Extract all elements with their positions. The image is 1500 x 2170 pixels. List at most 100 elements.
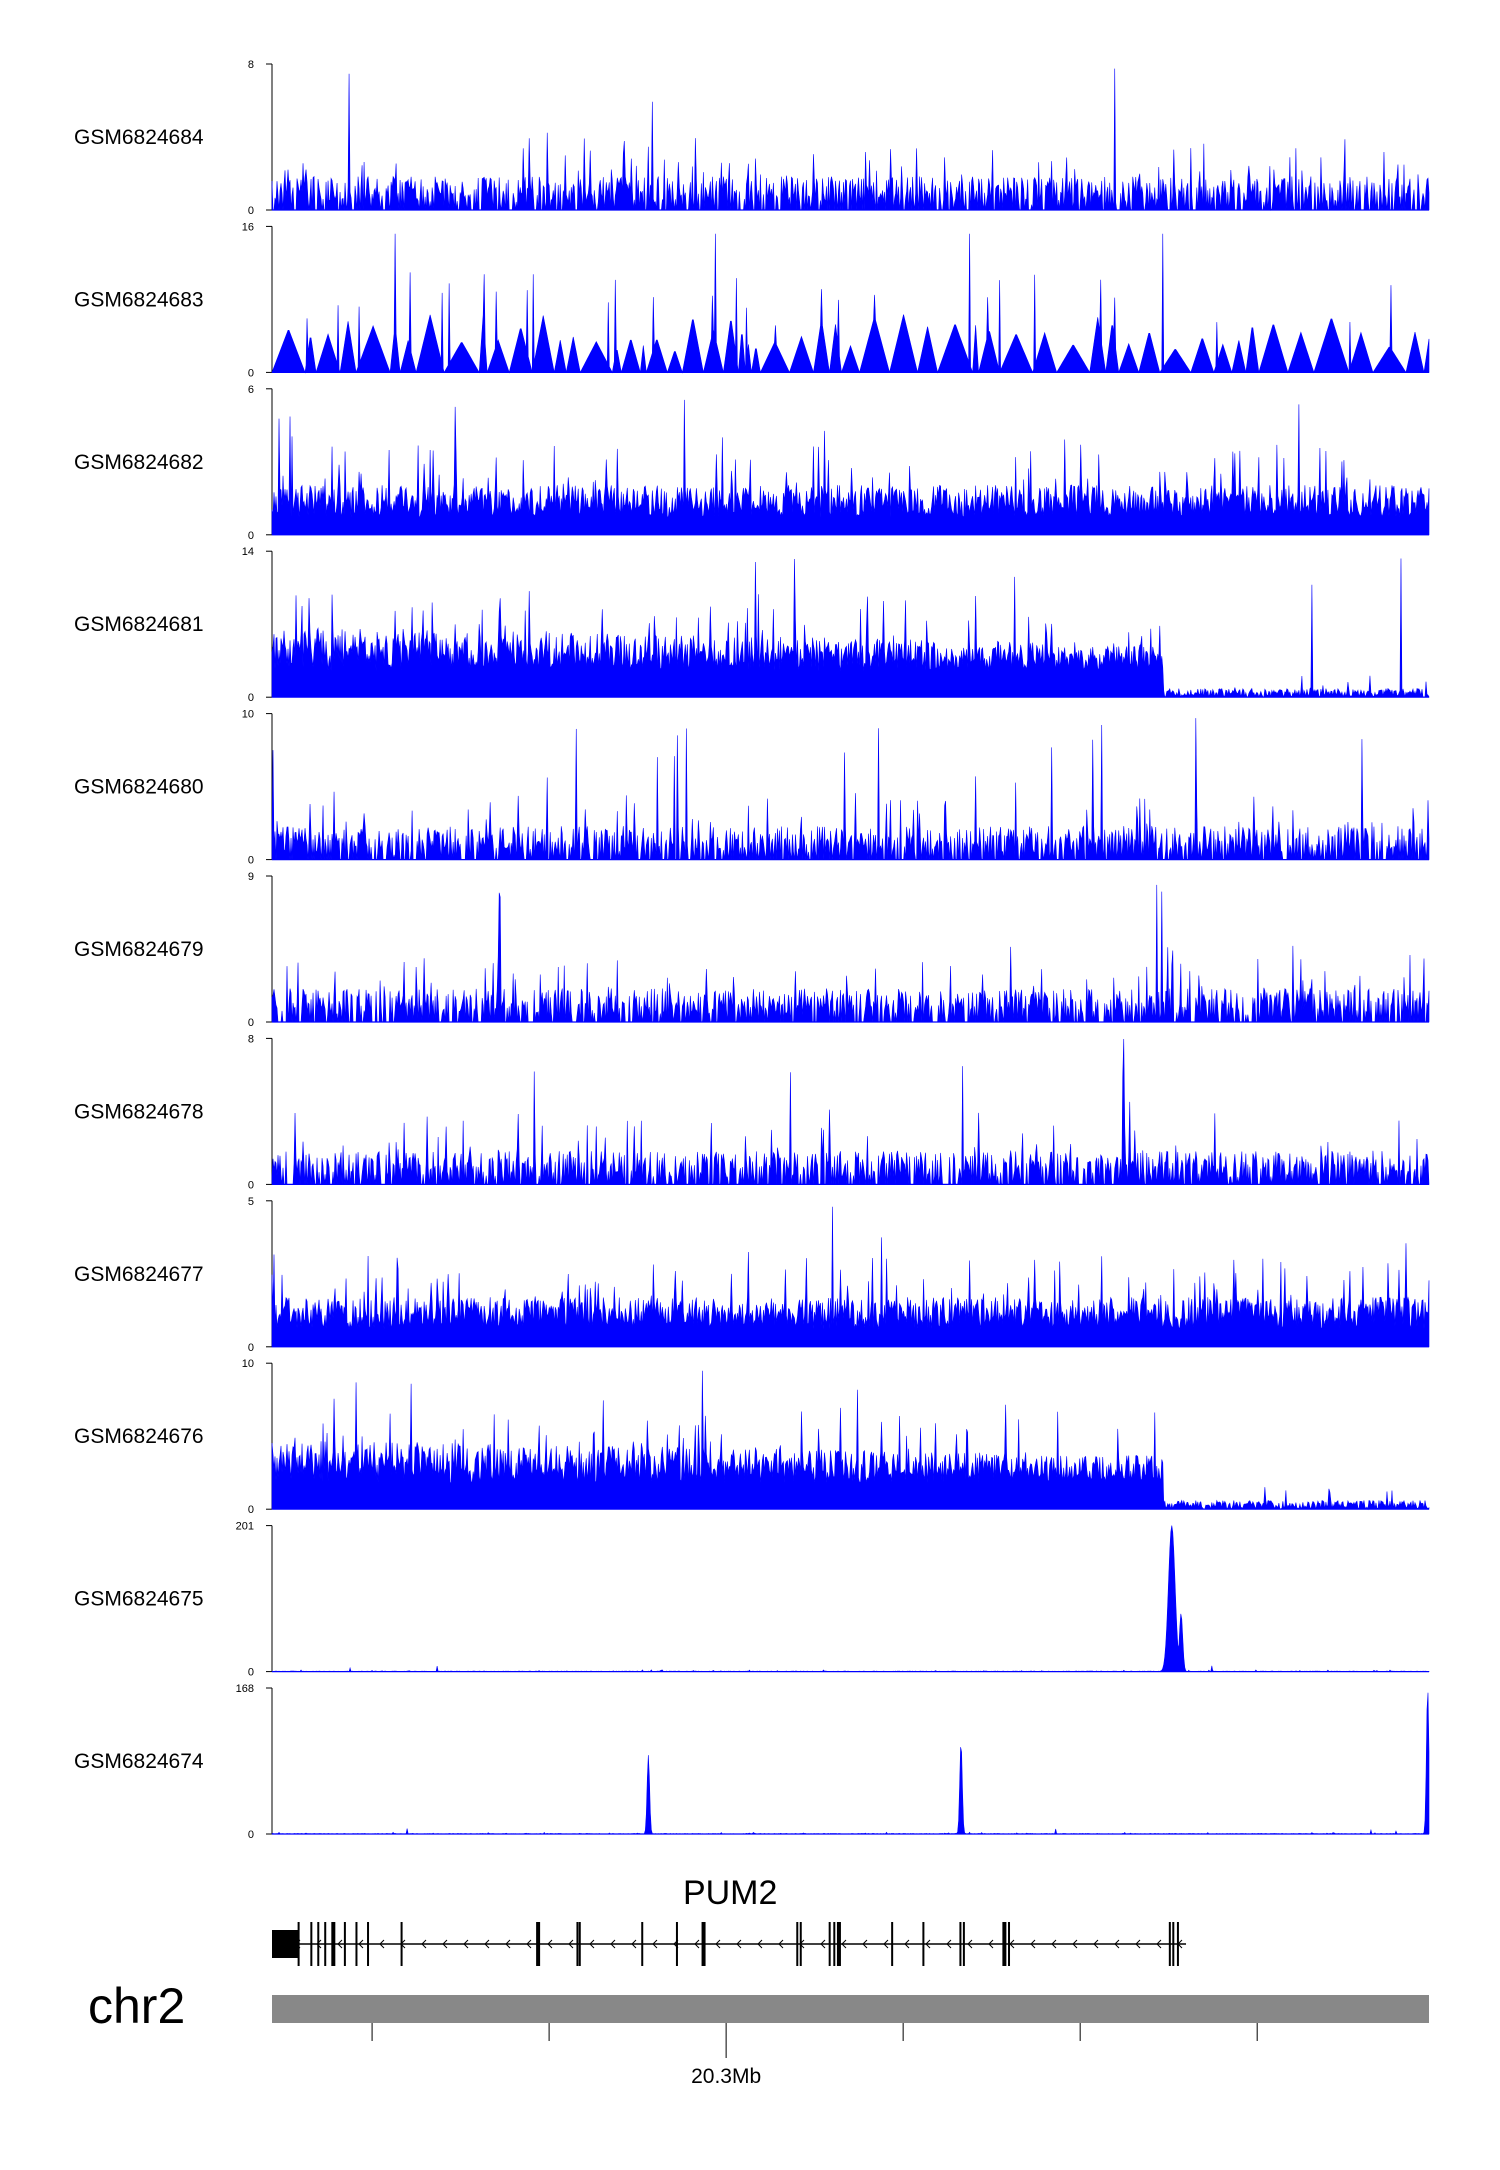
strand-arrow	[1093, 1939, 1099, 1949]
gene-exon	[922, 1922, 925, 1966]
gene-exon	[400, 1922, 403, 1966]
y-axis-min-label: 0	[248, 1017, 254, 1029]
coverage-area	[271, 1206, 1430, 1348]
strand-arrow	[904, 1939, 910, 1949]
y-axis-max-label: 6	[248, 384, 254, 396]
y-axis-max-label: 8	[248, 59, 254, 71]
coverage-track: GSM6824678 8 0	[74, 1033, 1430, 1191]
strand-arrow	[526, 1939, 532, 1949]
strand-arrow	[589, 1939, 595, 1949]
strand-arrow	[1030, 1939, 1036, 1949]
track-label: GSM6824682	[74, 451, 204, 474]
y-axis-min-label: 0	[248, 855, 254, 867]
track-label: GSM6824675	[74, 1588, 204, 1611]
coverage-track: GSM6824684 8 0	[74, 59, 1430, 217]
gene-exon	[701, 1922, 706, 1966]
y-axis-min-label: 0	[248, 530, 254, 542]
gene-exon	[1172, 1922, 1175, 1966]
x-axis-ticks	[371, 2023, 1258, 2058]
coverage-track: GSM6824675 201 0	[74, 1521, 1430, 1679]
gene-exon	[1176, 1922, 1179, 1966]
strand-arrow	[1156, 1939, 1162, 1949]
y-axis-min-label: 0	[248, 1667, 254, 1679]
strand-arrow	[757, 1939, 763, 1949]
strand-arrow	[946, 1939, 952, 1949]
coverage-area	[271, 1370, 1430, 1511]
strand-arrow	[1135, 1939, 1141, 1949]
coverage-track: GSM6824683 16 0	[74, 221, 1430, 379]
gene-exon	[297, 1922, 300, 1966]
y-axis-min-label: 0	[248, 367, 254, 379]
strand-arrow	[862, 1939, 868, 1949]
coverage-area	[271, 1525, 1430, 1672]
strand-arrow	[967, 1939, 973, 1949]
gene-exon	[675, 1922, 678, 1966]
x-axis-tick-label: 20.3Mb	[691, 2065, 761, 2088]
gene-exon	[959, 1922, 962, 1966]
strand-arrow	[652, 1939, 658, 1949]
y-axis-max-label: 16	[242, 221, 254, 233]
coverage-track: GSM6824682 6 0	[74, 384, 1430, 542]
y-axis-max-label: 201	[236, 1521, 254, 1533]
strand-arrow	[568, 1939, 574, 1949]
coverage-track: GSM6824681 14 0	[74, 546, 1430, 704]
strand-arrow	[1051, 1939, 1057, 1949]
gene-exon	[317, 1922, 320, 1966]
track-label: GSM6824680	[74, 776, 204, 799]
strand-arrow	[505, 1939, 511, 1949]
strand-arrow	[337, 1939, 343, 1949]
strand-arrow	[484, 1939, 490, 1949]
track-label: GSM6824679	[74, 938, 204, 961]
track-label: GSM6824678	[74, 1100, 204, 1123]
gene-exon	[324, 1922, 327, 1966]
coverage-area	[271, 399, 1430, 536]
track-label: GSM6824677	[74, 1263, 204, 1286]
y-axis-max-label: 5	[248, 1196, 254, 1208]
gene-exon	[578, 1922, 581, 1966]
track-label: GSM6824681	[74, 613, 204, 636]
y-axis-min-label: 0	[248, 692, 254, 704]
y-axis-max-label: 10	[242, 1358, 254, 1370]
gene-exon	[536, 1922, 541, 1966]
strand-arrow	[463, 1939, 469, 1949]
coverage-area	[271, 68, 1430, 211]
coverage-area	[271, 233, 1430, 374]
track-label: GSM6824674	[74, 1750, 204, 1773]
strand-arrow	[820, 1939, 826, 1949]
strand-arrow	[316, 1939, 322, 1949]
gene-annotation-track: PUM2	[272, 1874, 1187, 1966]
y-axis-max-label: 14	[242, 546, 254, 558]
coverage-track: GSM6824674 168 0	[74, 1683, 1430, 1841]
gene-exon	[891, 1922, 894, 1966]
strand-arrow	[715, 1939, 721, 1949]
strand-arrow	[421, 1939, 427, 1949]
gene-exon	[343, 1922, 346, 1966]
strand-arrow	[841, 1939, 847, 1949]
y-axis-max-label: 168	[236, 1683, 254, 1695]
y-axis-min-label: 0	[248, 1504, 254, 1516]
strand-arrow	[631, 1939, 637, 1949]
strand-arrow	[1114, 1939, 1120, 1949]
y-axis-max-label: 10	[242, 709, 254, 721]
strand-arrow	[379, 1939, 385, 1949]
y-axis-min-label: 0	[248, 1179, 254, 1191]
strand-arrow	[883, 1939, 889, 1949]
strand-arrow	[1072, 1939, 1078, 1949]
y-axis-max-label: 8	[248, 1033, 254, 1045]
gene-exon	[367, 1922, 370, 1966]
coverage-track: GSM6824677 5 0	[74, 1196, 1430, 1354]
strand-arrow	[358, 1939, 364, 1949]
coverage-track: GSM6824676 10 0	[74, 1358, 1430, 1516]
chromosome-label: chr2	[88, 1978, 185, 2034]
track-label: GSM6824684	[74, 126, 204, 149]
y-axis-min-label: 0	[248, 1829, 254, 1841]
strand-arrow	[988, 1939, 994, 1949]
gene-exon	[355, 1922, 358, 1966]
strand-arrow	[610, 1939, 616, 1949]
coverage-area	[271, 1038, 1430, 1185]
strand-arrow	[778, 1939, 784, 1949]
gene-exon	[310, 1922, 313, 1966]
gene-exon	[962, 1922, 965, 1966]
gene-exon	[641, 1922, 644, 1966]
